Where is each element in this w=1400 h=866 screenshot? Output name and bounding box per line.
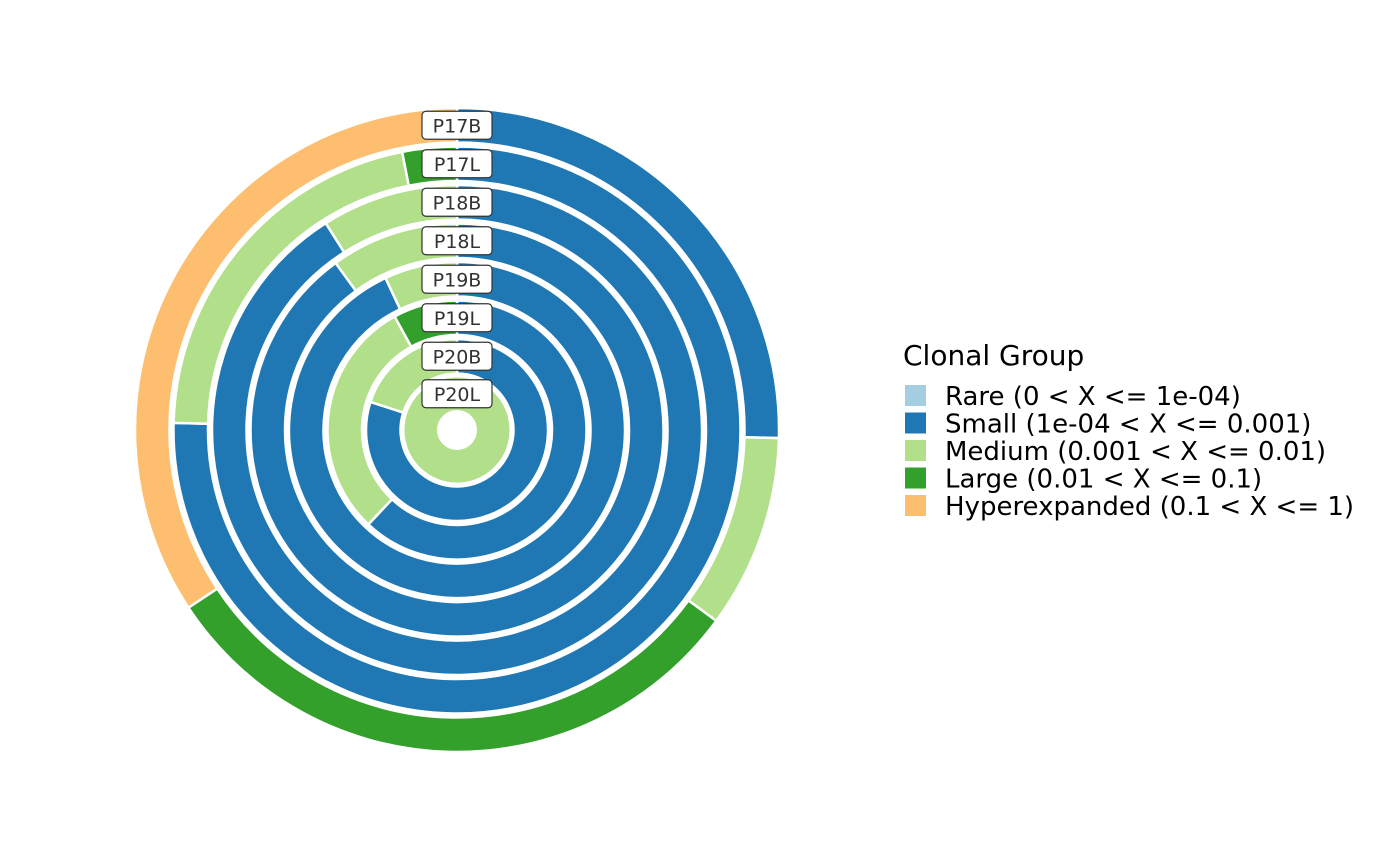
ring-label-p19b: P19B xyxy=(421,264,493,294)
ring-label-text: P18L xyxy=(434,231,481,253)
legend-title: Clonal Group xyxy=(903,339,1084,372)
ring-label-box xyxy=(421,303,493,333)
ring-label-p20b: P20B xyxy=(421,341,493,371)
legend-entry-large: Large (0.01 < X <= 0.1) xyxy=(905,465,1262,495)
ring-label-text: P17L xyxy=(434,154,481,176)
ring-label-p18b: P18B xyxy=(421,187,493,217)
ring-label-box xyxy=(421,226,493,256)
ring-label-p19l: P19L xyxy=(421,303,493,333)
legend-swatch xyxy=(905,385,926,406)
ring-label-text: P18B xyxy=(433,192,482,214)
legend-entry-label: Rare (0 < X <= 1e-04) xyxy=(945,382,1241,412)
ring-label-p17l: P17L xyxy=(421,149,493,179)
legend-entry-label: Medium (0.001 < X <= 0.01) xyxy=(945,437,1326,467)
ring-labels-layer: P17B P17L P18B P18L P19B P19L P20B P20L xyxy=(421,110,493,409)
ring-p17l xyxy=(172,145,742,715)
ring-label-box xyxy=(421,110,493,140)
ring-label-box xyxy=(421,379,493,409)
segment-p19b-small xyxy=(287,260,627,600)
ring-label-p20l: P20L xyxy=(421,379,493,409)
ring-label-text: P17B xyxy=(433,115,482,137)
ring-label-text: P19B xyxy=(433,269,482,291)
segment-p17b-hyperexpanded xyxy=(133,106,459,610)
ring-label-box xyxy=(421,187,493,217)
legend: Clonal Group Rare (0 < X <= 1e-04)Small … xyxy=(903,339,1354,522)
segment-p19l-small xyxy=(366,299,588,561)
segment-p18b-small xyxy=(210,183,704,677)
segment-p20b-small xyxy=(364,337,550,523)
ring-label-box xyxy=(421,264,493,294)
ring-p17b xyxy=(133,106,781,754)
legend-swatch xyxy=(905,467,926,489)
segment-p18l-small xyxy=(249,222,665,638)
legend-entry-label: Small (1e-04 < X <= 0.001) xyxy=(945,410,1311,440)
legend-swatch xyxy=(905,495,926,516)
ring-label-p17b: P17B xyxy=(421,110,493,140)
ring-label-p18l: P18L xyxy=(421,226,493,256)
legend-entry-label: Large (0.01 < X <= 0.1) xyxy=(945,465,1262,495)
legend-entry-small: Small (1e-04 < X <= 0.001) xyxy=(905,410,1311,440)
rings-layer xyxy=(133,106,781,754)
legend-swatch xyxy=(905,440,926,461)
ring-label-text: P20L xyxy=(434,384,481,406)
ring-label-box xyxy=(421,149,493,179)
legend-swatch xyxy=(905,412,926,434)
ring-label-text: P19L xyxy=(434,308,481,330)
segment-p17l-small xyxy=(172,145,742,715)
legend-entry-rare: Rare (0 < X <= 1e-04) xyxy=(905,382,1241,412)
legend-entries: Rare (0 < X <= 1e-04)Small (1e-04 < X <=… xyxy=(905,382,1354,522)
ring-label-text: P20B xyxy=(433,346,482,368)
legend-entry-label: Hyperexpanded (0.1 < X <= 1) xyxy=(945,492,1354,522)
ring-label-box xyxy=(421,341,493,371)
legend-entry-hyperexpanded: Hyperexpanded (0.1 < X <= 1) xyxy=(905,492,1354,522)
legend-entry-medium: Medium (0.001 < X <= 0.01) xyxy=(905,437,1326,467)
